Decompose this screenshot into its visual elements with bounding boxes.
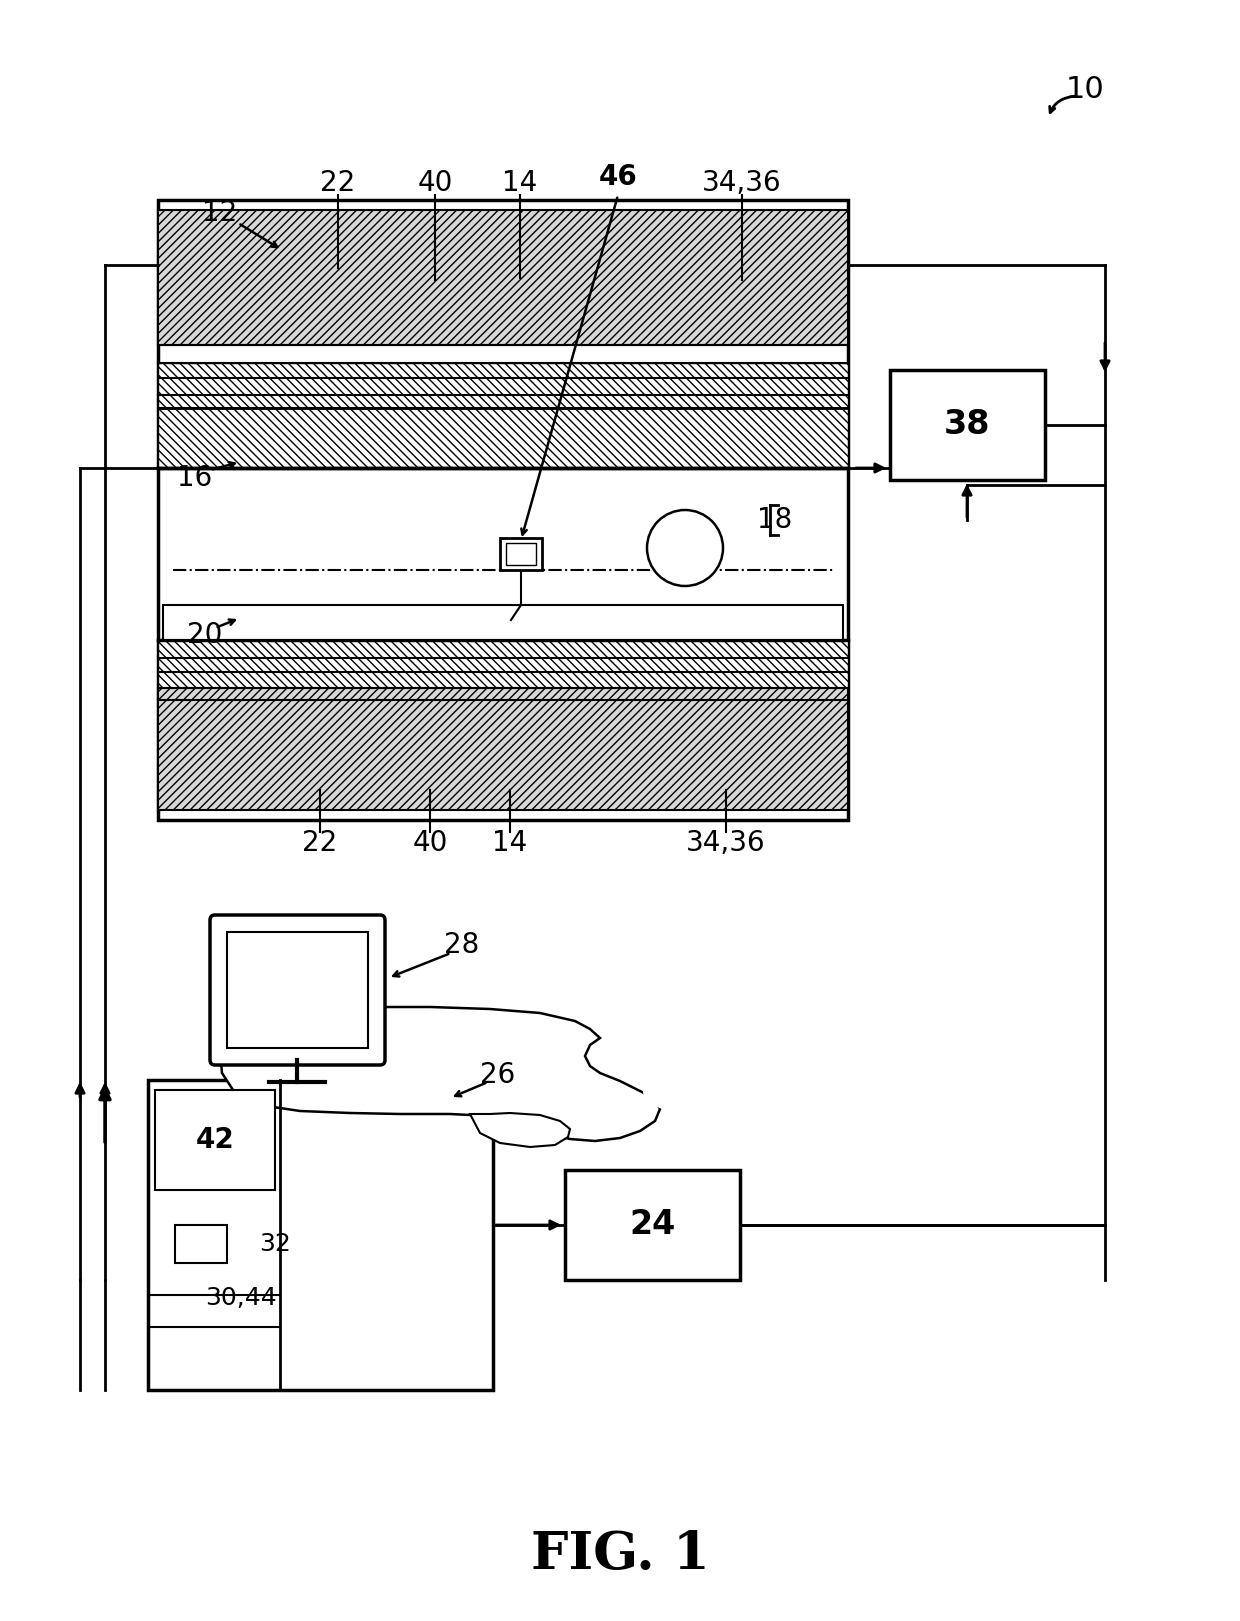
Text: 38: 38 bbox=[944, 408, 991, 441]
Text: 20: 20 bbox=[187, 621, 223, 648]
Bar bbox=[157, 199, 848, 820]
FancyBboxPatch shape bbox=[210, 914, 384, 1065]
Bar bbox=[565, 1170, 740, 1281]
Text: 32: 32 bbox=[259, 1232, 291, 1256]
Text: FIG. 1: FIG. 1 bbox=[531, 1530, 709, 1580]
Text: 30,44: 30,44 bbox=[205, 1285, 277, 1310]
Text: 40: 40 bbox=[413, 828, 448, 858]
Text: 16: 16 bbox=[177, 464, 212, 493]
Text: 34,36: 34,36 bbox=[686, 828, 766, 858]
Bar bbox=[227, 932, 368, 1049]
Bar bbox=[162, 605, 843, 640]
Text: 42: 42 bbox=[196, 1127, 234, 1154]
Bar bbox=[506, 543, 536, 566]
Polygon shape bbox=[470, 1114, 570, 1148]
Bar bbox=[161, 468, 844, 640]
Bar bbox=[175, 1225, 227, 1263]
Text: 12: 12 bbox=[202, 199, 238, 227]
Text: 46: 46 bbox=[599, 164, 637, 191]
Text: 22: 22 bbox=[303, 828, 337, 858]
Text: 28: 28 bbox=[444, 930, 480, 960]
Bar bbox=[157, 408, 848, 468]
Text: 18: 18 bbox=[758, 506, 792, 533]
Text: 34,36: 34,36 bbox=[702, 169, 781, 198]
Polygon shape bbox=[219, 1007, 660, 1141]
Text: 26: 26 bbox=[480, 1062, 516, 1089]
Text: 40: 40 bbox=[418, 169, 453, 198]
Bar bbox=[157, 640, 848, 700]
Bar bbox=[157, 687, 848, 810]
Bar bbox=[157, 211, 848, 345]
Bar bbox=[155, 1089, 275, 1190]
Polygon shape bbox=[644, 1073, 706, 1109]
Bar bbox=[148, 1080, 494, 1389]
Text: 14: 14 bbox=[502, 169, 538, 198]
Text: 22: 22 bbox=[320, 169, 356, 198]
Bar bbox=[500, 538, 542, 571]
Bar bbox=[157, 363, 848, 408]
Circle shape bbox=[647, 511, 723, 587]
Bar bbox=[890, 370, 1045, 480]
Text: 14: 14 bbox=[492, 828, 528, 858]
Text: 10: 10 bbox=[1065, 76, 1105, 104]
Text: 24: 24 bbox=[629, 1209, 675, 1242]
